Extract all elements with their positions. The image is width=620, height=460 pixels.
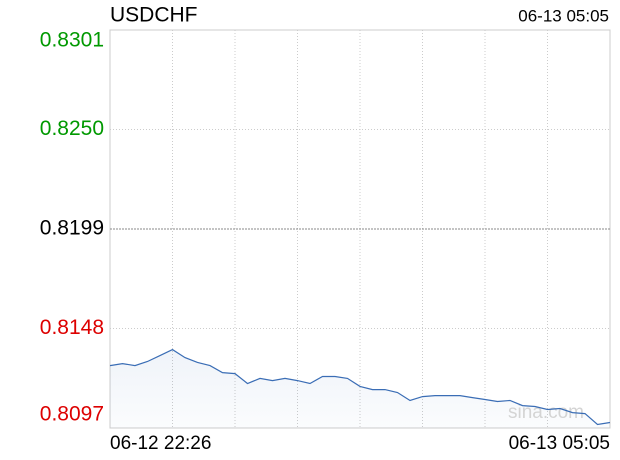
x-tick-label: 06-12 22:26 [110,433,211,454]
y-tick-label: 0.8199 [40,217,104,240]
update-time: 06-13 05:05 [518,6,609,25]
y-tick-label: 0.8301 [40,29,104,52]
price-line [109,348,611,426]
y-tick-label: 0.8250 [40,117,104,140]
y-tick-label: 0.8148 [40,316,104,339]
chart-title: USDCHF [110,4,198,27]
area [110,349,610,428]
x-tick-label: 06-13 05:05 [509,433,610,454]
y-tick-label: 0.8097 [40,403,104,426]
watermark: sina.com [508,402,584,423]
